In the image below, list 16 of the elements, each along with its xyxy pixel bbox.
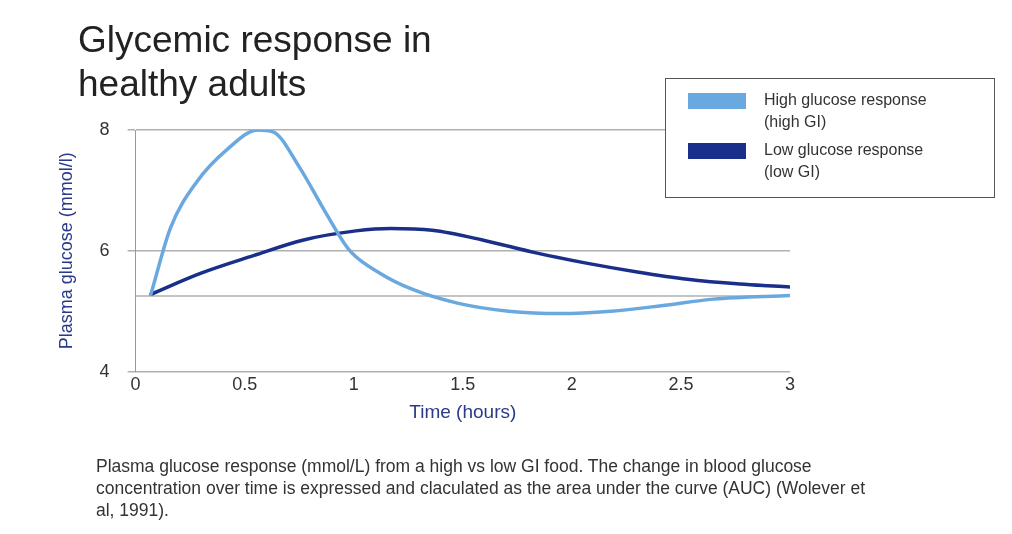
x-tick-label: 0.5 xyxy=(232,374,258,395)
text: Plasma glucose response (mmol/L) from a high vs low GI food. The change in blood glucose concentration over time is expressed and claculated as the area under the curve (AUC) (Wolever et al, 1991). xyxy=(96,455,867,521)
y-axis-title: Plasma glucose (mmol/l) xyxy=(55,152,76,350)
x-tick-label: 3 xyxy=(784,374,796,395)
y-tick-label: 4 xyxy=(99,360,110,381)
x-tick-label: 2 xyxy=(566,374,577,395)
x-tick-label: 2.5 xyxy=(668,374,694,395)
legend-label: High glucose response (high GI) xyxy=(764,90,928,132)
x-tick-label: 0 xyxy=(130,374,141,395)
y-tick-label: 8 xyxy=(99,118,110,139)
x-tick-label: 1.5 xyxy=(450,374,476,395)
x-tick-label: 1 xyxy=(348,374,359,395)
legend-label: Low glucose response (low GI) xyxy=(764,140,925,182)
y-tick-label: 6 xyxy=(99,239,110,260)
x-axis-title: Time (hours) xyxy=(409,400,517,422)
chart-title: Glycemic response in healthy adults xyxy=(78,18,433,106)
